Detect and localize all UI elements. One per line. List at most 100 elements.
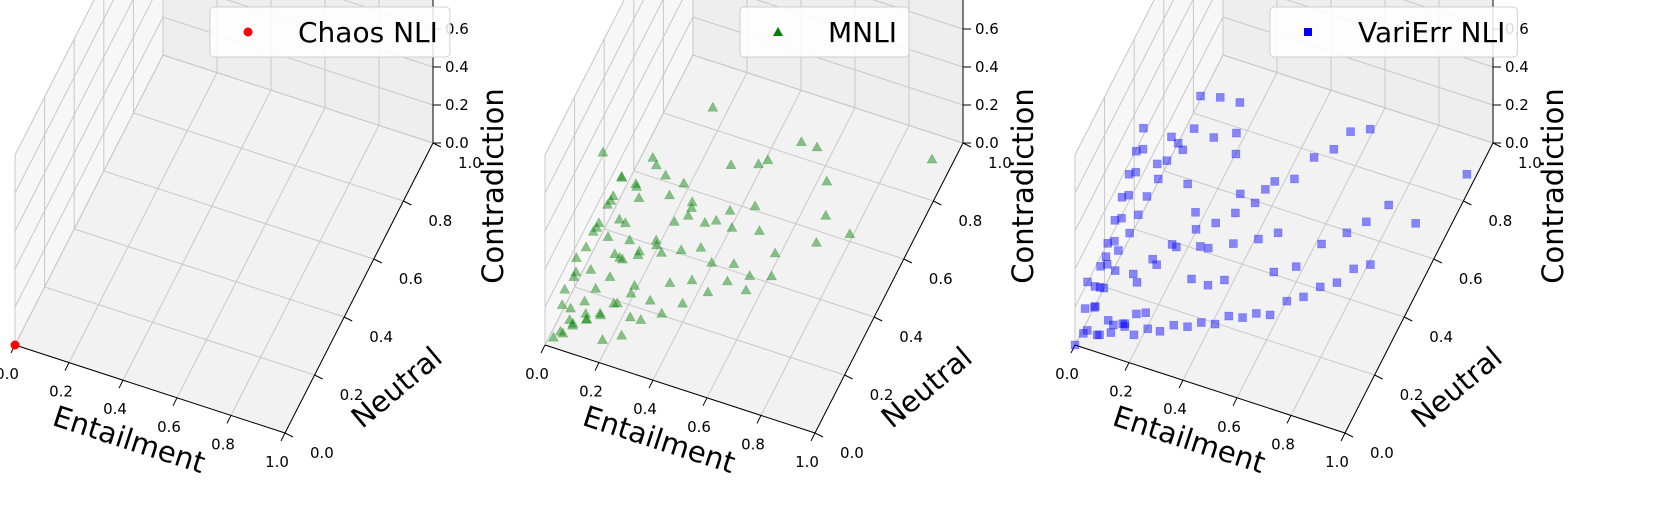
data-point: [1101, 252, 1111, 261]
legend-box: [209, 6, 451, 58]
data-point: [1309, 153, 1319, 162]
x-tick: [118, 379, 124, 389]
data-point: [1102, 259, 1112, 269]
data-point: [1070, 340, 1080, 350]
data-point: [926, 153, 938, 164]
data-point: [699, 216, 711, 227]
y-tick-label: 0.0: [310, 444, 334, 462]
y-tick-label: 0.4: [369, 328, 393, 346]
data-point: [554, 325, 567, 336]
data-point: [547, 331, 559, 342]
y-gridline: [662, 0, 934, 202]
x-tick: [64, 362, 70, 371]
data-point: [1167, 132, 1176, 142]
data-point: [1092, 330, 1102, 340]
data-point: [1282, 296, 1292, 306]
x-tick-label: 0.6: [157, 418, 181, 436]
data-point: [1139, 123, 1148, 133]
data-point: [580, 313, 592, 324]
data-point: [616, 329, 628, 340]
chart-panel: 0.0 0.2 0.4 0.6 0.8 1.0 0.0 0.2 0.4 0.6 0.8 1.0 0.0 0…: [0, 0, 510, 480]
z-tick-label: 0.2: [975, 96, 999, 114]
data-point: [1362, 217, 1371, 227]
data-point: [1250, 198, 1260, 208]
data-point: [601, 198, 614, 209]
y-tick: [284, 432, 294, 438]
data-point: [1315, 282, 1325, 292]
data-point: [726, 221, 738, 232]
data-point: [1103, 239, 1113, 248]
data-point: [1332, 278, 1342, 287]
x-tick: [540, 344, 546, 354]
y-tick: [1433, 258, 1443, 264]
legend-marker: [1304, 28, 1312, 36]
x-tick: [1070, 344, 1076, 354]
data-point: [1273, 228, 1283, 238]
data-point: [1235, 98, 1245, 107]
data-point: [1349, 264, 1358, 274]
y-gridline: [1222, 0, 1494, 144]
y-tick-label: 1.0: [1518, 154, 1542, 172]
legend-marker: [243, 27, 253, 37]
data-point: [593, 217, 605, 227]
data-point: [1132, 278, 1142, 287]
data-point: [632, 249, 644, 260]
y-gridline: [1104, 97, 1375, 376]
data-point: [1090, 303, 1099, 312]
data-point: [1118, 319, 1127, 329]
y-tick: [873, 316, 883, 322]
data-point: [1299, 292, 1308, 302]
data-point: [660, 169, 672, 180]
x-tick: [280, 432, 286, 442]
data-point: [1143, 324, 1153, 334]
data-point: [596, 333, 609, 344]
y-gridline: [162, 0, 434, 144]
legend-label: MNLI: [828, 16, 897, 49]
y-gridline: [1163, 0, 1434, 260]
data-point: [613, 213, 625, 224]
data-point: [650, 159, 662, 170]
legend: VariErr NLI: [1269, 6, 1518, 58]
data-point: [1238, 313, 1247, 322]
y-gridline: [103, 0, 374, 260]
data-point: [1173, 138, 1183, 148]
z-gridline: [1074, 0, 1155, 156]
data-point: [664, 276, 676, 287]
y-tick-label: 0.4: [899, 328, 923, 346]
data-point: [1110, 236, 1119, 246]
data-point: [695, 241, 707, 252]
data-point: [721, 275, 733, 286]
data-point: [647, 151, 659, 162]
data-point: [811, 141, 823, 152]
data-point: [1124, 169, 1134, 179]
data-point: [1215, 93, 1225, 102]
data-point: [608, 297, 620, 308]
data-point: [594, 307, 606, 318]
x-tick: [702, 397, 708, 407]
y-gridline: [603, 39, 875, 318]
data-point: [1203, 243, 1213, 253]
data-point: [1095, 282, 1105, 292]
data-point: [1290, 174, 1299, 184]
data-point: [656, 307, 668, 318]
data-point: [1229, 239, 1238, 248]
data-point: [644, 294, 656, 305]
data-point: [678, 177, 690, 188]
data-point: [633, 192, 645, 202]
y-tick: [844, 374, 853, 380]
x-tick-label: 0.2: [1109, 383, 1133, 401]
data-point: [590, 282, 602, 293]
chart-panel: 0.0 0.2 0.4 0.6 0.8 1.0 0.0 0.2 0.4 0.6 0.8 1.0 0.0 0…: [525, 0, 1040, 480]
data-point: [1103, 316, 1113, 325]
data-point: [1191, 207, 1200, 217]
y-tick: [403, 200, 412, 206]
x-tick-label: 0.8: [741, 435, 765, 453]
x-tick: [1124, 362, 1130, 371]
data-point: [753, 224, 765, 235]
y-tick-label: 0.8: [958, 212, 982, 230]
data-point: [1129, 330, 1139, 340]
data-point: [1187, 274, 1196, 284]
data-point: [1080, 304, 1090, 313]
z-axis-label: Contradiction: [1536, 88, 1570, 283]
